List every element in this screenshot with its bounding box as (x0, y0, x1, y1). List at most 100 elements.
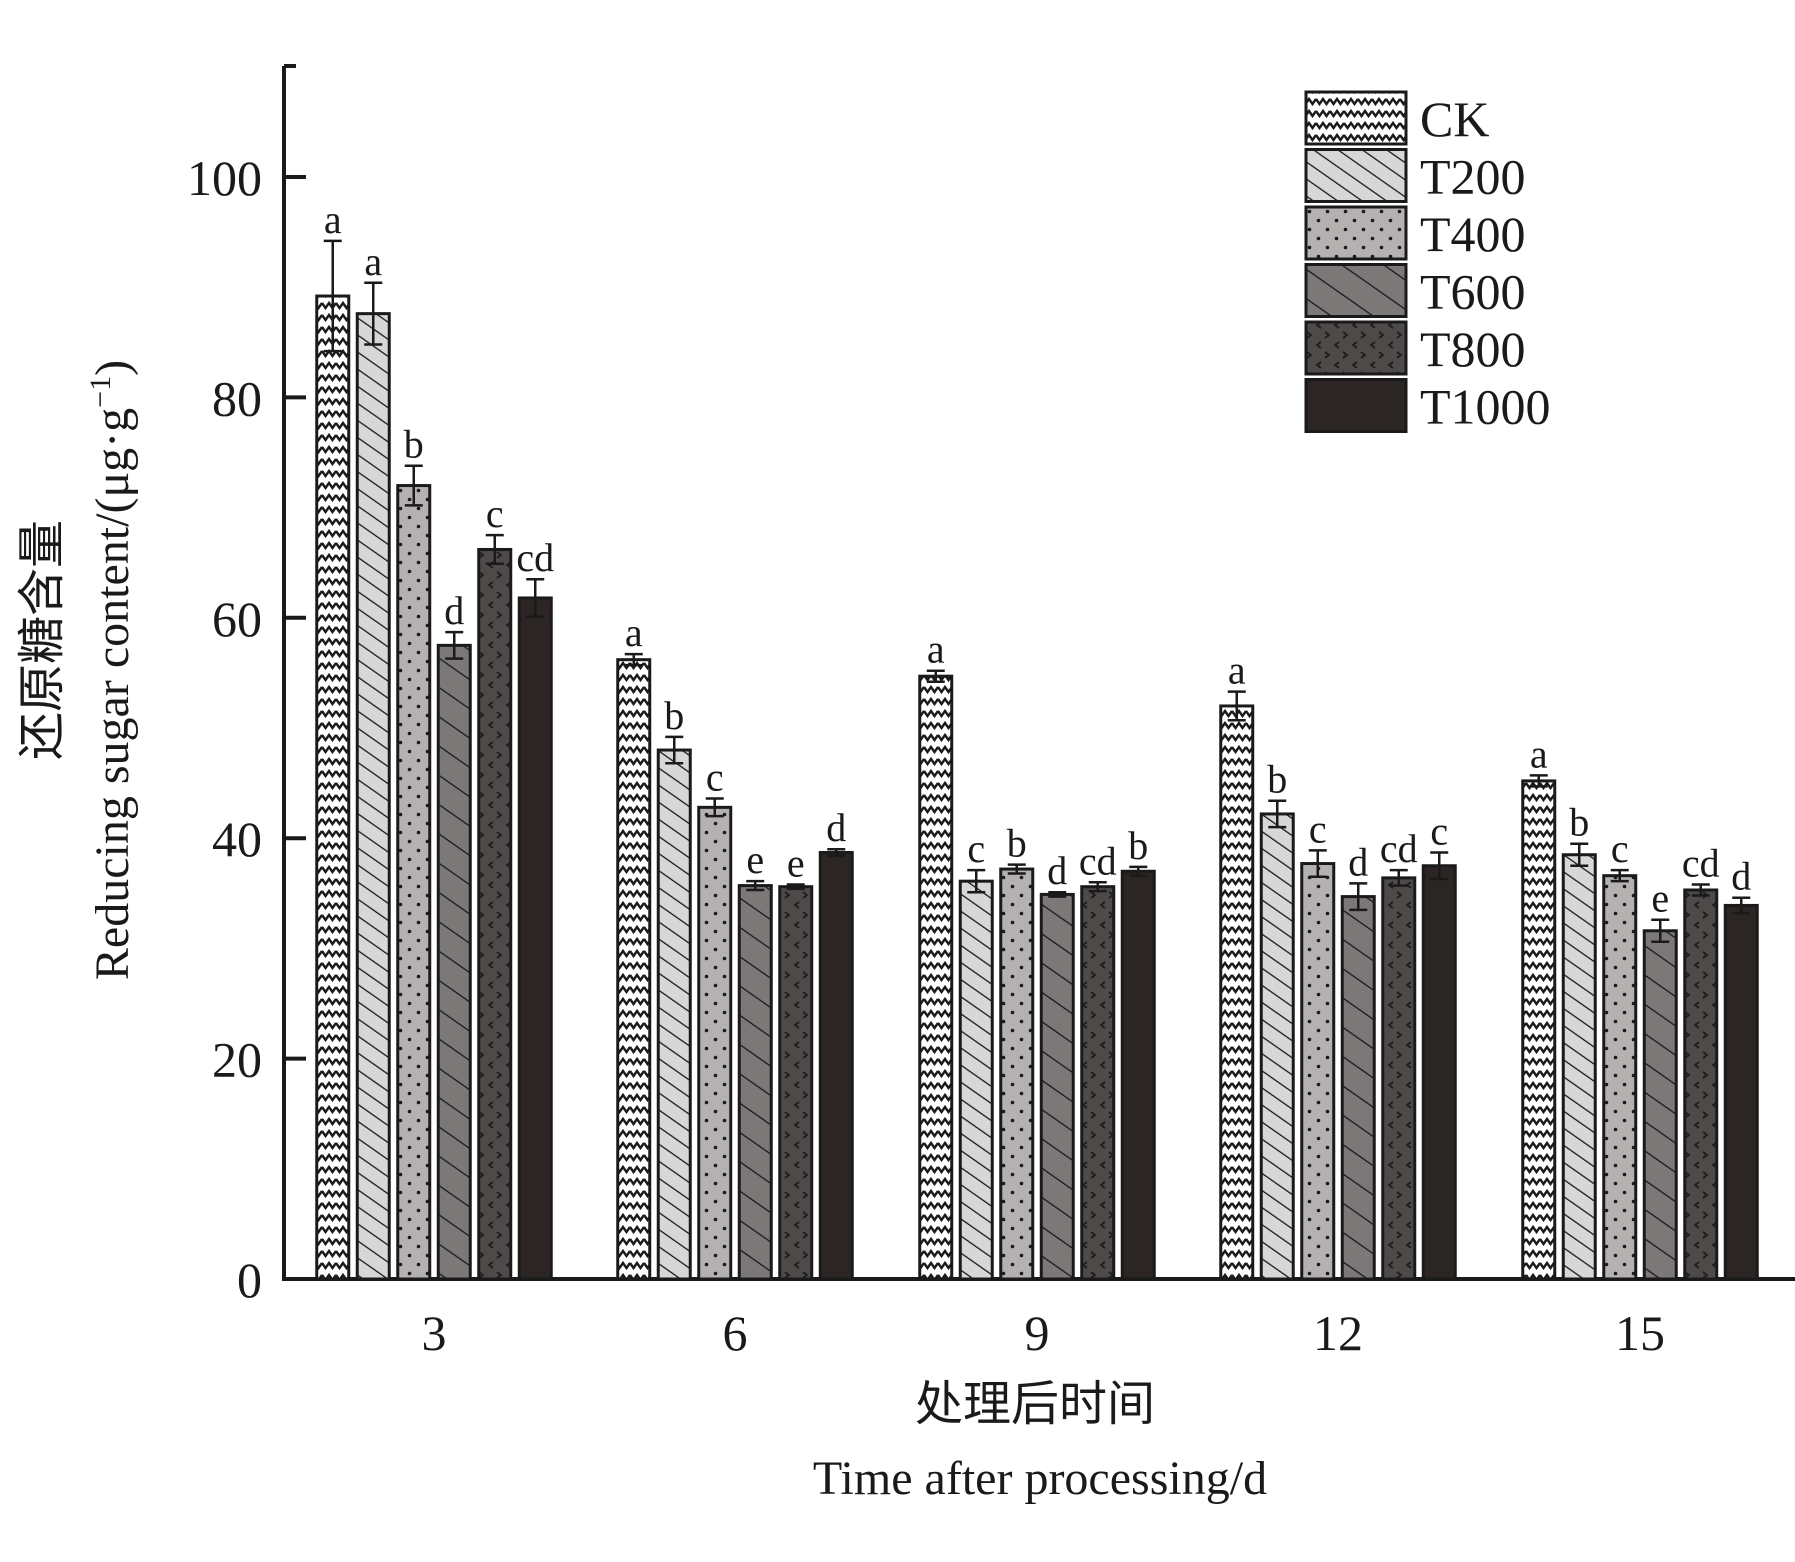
x-tick-label: 15 (1615, 1305, 1665, 1361)
significance-label: a (625, 610, 643, 655)
significance-label: d (826, 805, 846, 850)
legend-swatch (1304, 320, 1408, 376)
bar-t400-day-12 (1300, 862, 1336, 1281)
bar-t1000-day-9 (1120, 869, 1156, 1281)
significance-label: d (1348, 839, 1368, 884)
bar-t200-day-3 (355, 312, 391, 1281)
y-axis-title-cn: 还原糖含量 (16, 520, 69, 760)
y-axis-title-en-main: Reducing sugar content/(μg·g (86, 408, 139, 980)
significance-label: a (927, 627, 945, 672)
bar-ck-day-15 (1521, 779, 1557, 1281)
bar-t800-day-3 (477, 547, 513, 1281)
y-axis-title-en-close: ) (86, 360, 139, 376)
legend-label: T1000 (1420, 379, 1551, 435)
significance-label: cd (1079, 838, 1117, 883)
y-tick-label: 100 (187, 150, 262, 206)
y-tick-label: 0 (237, 1252, 262, 1308)
significance-label: c (706, 755, 724, 800)
bar-t400-day-6 (697, 805, 733, 1281)
x-axis-title-cn: 处理后时间 (915, 1378, 1155, 1431)
y-axis-title: 还原糖含量 Reducing sugar content/(μg·g−1) (16, 360, 139, 980)
y-axis-title-en: Reducing sugar content/(μg·g−1) (84, 360, 139, 980)
bar-ck-day-3 (315, 294, 351, 1281)
significance-label: c (1611, 826, 1629, 871)
bar-t1000-day-12 (1421, 864, 1457, 1281)
significance-label: d (1047, 848, 1067, 893)
legend-swatch (1304, 205, 1408, 261)
y-axis-title-en-sup: −1 (84, 376, 117, 408)
legend-swatch (1304, 378, 1408, 433)
bar-t800-day-12 (1381, 876, 1417, 1281)
y-tick-label: 20 (212, 1032, 262, 1088)
significance-label: b (1007, 821, 1027, 866)
significance-label: a (1228, 648, 1246, 693)
legend-swatch (1304, 90, 1408, 146)
significance-label: a (364, 239, 382, 284)
legend-label: T800 (1420, 321, 1526, 377)
legend-label: T600 (1420, 264, 1526, 320)
significance-label: cd (1380, 826, 1418, 871)
y-ticks: 0 20 40 60 80 100 (187, 150, 306, 1308)
significance-label: b (404, 422, 424, 467)
x-ticks: 3 6 9 12 15 (422, 1305, 1666, 1361)
bar-t200-day-9 (958, 879, 994, 1281)
y-tick-label: 80 (212, 370, 262, 426)
bar-t600-day-12 (1340, 895, 1376, 1281)
x-tick-label: 12 (1313, 1305, 1363, 1361)
legend-swatch (1304, 263, 1408, 318)
bar-t400-day-9 (999, 867, 1035, 1281)
bar-ck-day-9 (918, 674, 954, 1281)
legend-label: T200 (1420, 149, 1526, 205)
significance-label: e (1651, 876, 1669, 921)
significance-label: c (1430, 809, 1448, 854)
significance-label: cd (516, 535, 554, 580)
significance-label: b (1267, 757, 1287, 802)
bar-t600-day-6 (737, 884, 773, 1281)
significance-label: e (787, 840, 805, 885)
legend-item-t1000: T1000 (1304, 378, 1551, 435)
bar-t400-day-3 (396, 484, 432, 1281)
bar-t600-day-9 (1039, 892, 1075, 1281)
legend-label: CK (1420, 91, 1489, 147)
legend-item-t200: T200 (1304, 148, 1526, 205)
x-tick-label: 6 (723, 1305, 748, 1361)
significance-label: c (486, 491, 504, 536)
x-axis-title-en: Time after processing/d (813, 1452, 1267, 1505)
x-tick-label: 3 (422, 1305, 447, 1361)
significance-label: d (1731, 854, 1751, 899)
legend-label: T400 (1420, 206, 1526, 262)
significance-label: b (1569, 800, 1589, 845)
significance-label: e (746, 837, 764, 882)
bar-t600-day-3 (436, 643, 472, 1281)
bar-ck-day-6 (616, 658, 652, 1281)
x-tick-label: 9 (1025, 1305, 1050, 1361)
significance-label: d (444, 588, 464, 633)
legend-item-t400: T400 (1304, 205, 1526, 262)
legend-swatch (1304, 148, 1408, 203)
significance-label: a (1530, 731, 1548, 776)
bar-t400-day-15 (1602, 874, 1638, 1281)
bar-t800-day-6 (778, 885, 814, 1281)
significance-label: cd (1682, 840, 1720, 885)
bar-t1000-day-15 (1723, 903, 1759, 1281)
bar-ck-day-12 (1219, 704, 1255, 1281)
bar-t800-day-9 (1080, 885, 1116, 1281)
significance-label: a (324, 197, 342, 242)
y-tick-label: 40 (212, 811, 262, 867)
bar-t600-day-15 (1642, 929, 1678, 1281)
bar-t1000-day-3 (517, 596, 553, 1281)
legend-item-t600: T600 (1304, 263, 1526, 320)
bar-t200-day-15 (1561, 853, 1597, 1281)
bar-t200-day-6 (656, 748, 692, 1281)
significance-label: c (1309, 806, 1327, 851)
y-tick-label: 60 (212, 591, 262, 647)
significance-label: c (967, 826, 985, 871)
legend-item-ck: CK (1304, 90, 1489, 147)
legend-item-t800: T800 (1304, 320, 1526, 377)
significance-label: b (664, 693, 684, 738)
bar-t1000-day-6 (818, 851, 854, 1281)
bar-t200-day-12 (1259, 812, 1295, 1281)
